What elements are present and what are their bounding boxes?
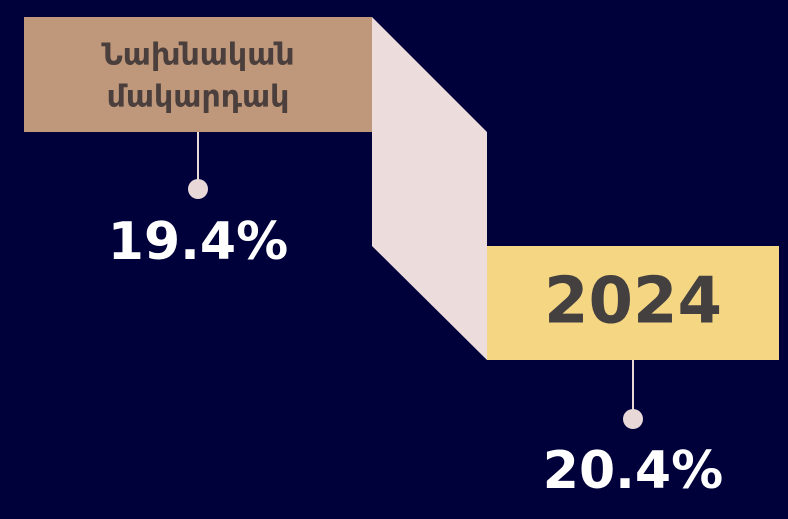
baseline-box (24, 17, 372, 132)
year-box (487, 246, 779, 360)
baseline-label-line: մակարդակ (107, 80, 290, 115)
year-value: 20.4% (543, 441, 723, 501)
year-label: 2024 (544, 265, 722, 339)
baseline-label-line: Նախնական (101, 38, 294, 73)
connector-ribbon (372, 17, 487, 360)
pointer-dot (188, 179, 208, 199)
baseline-value: 19.4% (108, 212, 288, 272)
pointer-dot (623, 409, 643, 429)
